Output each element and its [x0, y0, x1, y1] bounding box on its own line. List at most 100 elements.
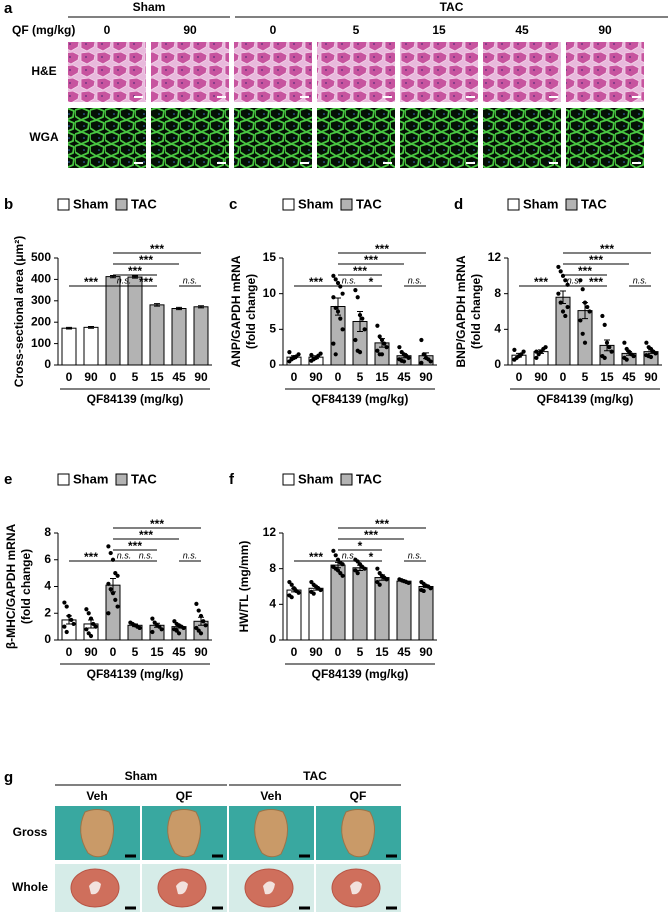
data-point	[333, 553, 338, 558]
bar	[418, 586, 434, 641]
dose: 90	[183, 23, 197, 37]
he-image	[566, 42, 644, 102]
error-bar	[291, 587, 297, 593]
x-axis-label: QF84139 (mg/kg)	[537, 392, 634, 406]
data-point	[609, 349, 614, 354]
x-tick-label: 0	[110, 645, 117, 659]
data-point	[565, 304, 570, 310]
data-point	[377, 582, 382, 587]
data-point	[602, 355, 607, 360]
wga-image	[317, 108, 395, 168]
error-bar	[110, 275, 116, 279]
dose: 15	[432, 23, 446, 37]
x-tick-label: 0	[335, 645, 342, 659]
significance-label: ***	[128, 264, 142, 278]
data-point	[331, 273, 336, 278]
column-label: Veh	[86, 789, 107, 803]
heart	[80, 809, 114, 858]
data-point	[512, 347, 517, 352]
x-tick-label: 90	[419, 645, 433, 659]
data-point	[181, 625, 186, 631]
data-point	[379, 352, 385, 357]
data-point	[428, 586, 433, 591]
error-bar	[357, 564, 363, 571]
wga-image	[151, 108, 229, 168]
x-axis-label: QF84139 (mg/kg)	[312, 667, 409, 681]
panel-a: a Sham TAC QF (mg/kg) 0 90 0 5 15 45 90 H&E WGA	[4, 0, 668, 168]
data-point	[607, 345, 612, 350]
row-label: Gross	[13, 825, 48, 839]
data-point	[62, 600, 67, 605]
data-point	[137, 625, 142, 631]
y-tick-label: 0	[269, 632, 276, 646]
legend-swatch	[282, 473, 295, 486]
error-bar	[88, 619, 94, 629]
error-bar	[401, 579, 407, 583]
data-point	[150, 616, 155, 621]
x-axis-label: QF84139 (mg/kg)	[312, 392, 409, 406]
column-label: Veh	[260, 789, 281, 803]
data-point	[556, 264, 561, 270]
chart-panel: d Sham TAC BNP/GAPDH mRNA (fold change) 0 4 8 12…	[454, 196, 662, 406]
data-point	[113, 597, 118, 602]
data-point	[340, 562, 345, 567]
group-label: TAC	[303, 769, 327, 783]
bar	[83, 326, 99, 366]
dose: 45	[515, 23, 529, 37]
error-bar	[176, 306, 182, 311]
data-point	[198, 631, 204, 636]
y-tick-label: 500	[31, 250, 51, 264]
significance-label: ***	[84, 275, 98, 289]
bar	[308, 587, 324, 641]
x-tick-label: 0	[110, 370, 117, 384]
data-point	[428, 359, 433, 364]
x-tick-label: 0	[291, 370, 298, 384]
error-bar	[132, 275, 138, 279]
error-bar	[132, 623, 138, 628]
x-tick-label: 45	[172, 645, 186, 659]
error-bar	[66, 326, 72, 330]
significance-label: *	[369, 275, 374, 289]
error-bar	[154, 622, 160, 628]
data-point	[287, 350, 292, 355]
x-tick-label: 5	[132, 370, 139, 384]
y-tick-label: 12	[488, 250, 502, 264]
error-bar	[335, 297, 341, 316]
data-point	[558, 300, 563, 305]
legend-label: Sham	[298, 471, 333, 486]
data-point	[578, 278, 583, 283]
significance-label: ***	[353, 264, 367, 278]
y-tick-label: 4	[494, 322, 501, 336]
bar	[149, 304, 165, 366]
significance-label: ***	[84, 550, 98, 564]
dose: 0	[104, 23, 111, 37]
x-tick-label: 90	[419, 370, 433, 384]
data-point	[64, 604, 69, 609]
data-point	[64, 629, 69, 635]
data-point	[203, 623, 208, 628]
significance-label: n.s.	[633, 275, 648, 285]
data-point	[86, 611, 91, 616]
data-point	[106, 544, 111, 549]
bar	[193, 306, 209, 366]
data-point	[580, 331, 585, 336]
significance-label: ***	[150, 517, 164, 531]
data-point	[106, 611, 111, 616]
significance-label: n.s.	[342, 275, 357, 285]
x-tick-label: 45	[622, 370, 636, 384]
data-point	[296, 352, 301, 357]
significance-label: *	[358, 539, 363, 553]
data-point	[115, 604, 120, 609]
legend-swatch	[115, 198, 128, 211]
data-point	[159, 627, 164, 632]
he-image	[151, 42, 229, 102]
data-point	[375, 566, 380, 571]
data-point	[587, 309, 592, 314]
panel-letter: f	[229, 471, 235, 488]
error-bar	[379, 574, 385, 581]
y-axis-label: ANP/GAPDH mRNA	[229, 255, 243, 367]
error-bar	[560, 290, 566, 304]
data-point	[534, 349, 539, 354]
heart	[254, 809, 288, 858]
data-point	[201, 619, 206, 624]
